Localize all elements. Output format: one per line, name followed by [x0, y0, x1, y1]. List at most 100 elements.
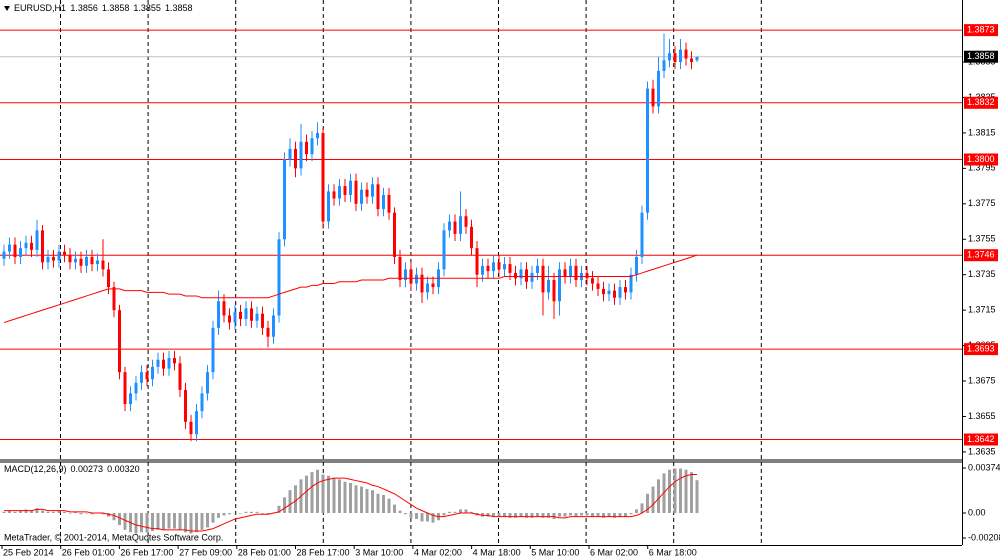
candle-body — [19, 248, 22, 257]
candle-body — [118, 310, 121, 373]
macd-bar — [68, 513, 72, 514]
candle-body — [310, 138, 314, 155]
level-label: 1.3832 — [967, 97, 995, 107]
macd-bar — [629, 513, 633, 515]
x-tick-label: 28 Feb 01:00 — [238, 547, 291, 557]
macd-bar — [310, 472, 314, 514]
candle-body — [481, 265, 484, 275]
candle-body — [492, 262, 495, 272]
candle-body — [420, 274, 424, 293]
y-tick-label: 0.00 — [968, 507, 986, 517]
macd-bar — [613, 513, 616, 518]
candle-body — [382, 194, 385, 210]
candle-body — [217, 301, 220, 328]
candle-body — [2, 251, 6, 259]
signal-value: 0.00320 — [107, 464, 140, 474]
macd-bar — [415, 513, 418, 520]
candle-body — [563, 269, 567, 277]
macd-bar — [228, 513, 231, 515]
macd-bar — [178, 513, 182, 530]
candle-body — [79, 258, 83, 266]
candle-body — [508, 264, 512, 273]
macd-bar — [151, 513, 154, 532]
macd-bar — [354, 485, 358, 514]
macd-bar — [360, 486, 363, 514]
macd-bar — [327, 475, 330, 514]
candle-body — [349, 180, 352, 195]
macd-bar — [426, 513, 429, 522]
macd-bar — [409, 513, 413, 518]
macd-bar — [673, 468, 677, 514]
candle-body — [453, 221, 457, 234]
candle-body — [371, 184, 374, 197]
candle-body — [591, 278, 594, 284]
x-tick-label: 26 Feb 01:00 — [62, 547, 115, 557]
candle-body — [365, 189, 369, 197]
x-tick-label: 4 Mar 02:00 — [414, 547, 462, 557]
macd-header: MACD(12,26,9) 0.00273 0.00320 — [4, 464, 140, 474]
y-tick-label: 1.3715 — [968, 305, 996, 315]
x-tick-label: 3 Mar 10:00 — [355, 547, 403, 557]
candle-body — [514, 272, 517, 279]
macd-bar — [90, 513, 94, 515]
candle-body — [536, 265, 539, 273]
macd-bar — [431, 513, 435, 523]
macd-bar — [497, 513, 501, 517]
candle-body — [250, 308, 253, 321]
macd-bar — [30, 510, 33, 514]
candle-body — [222, 301, 226, 316]
candle-body — [624, 287, 627, 293]
candle-body — [426, 283, 429, 293]
candle-body — [618, 287, 622, 298]
candle-body — [74, 258, 77, 263]
macd-bar — [365, 488, 369, 514]
macd-bar — [525, 513, 528, 518]
candle-body — [35, 230, 39, 250]
macd-bar — [453, 511, 457, 514]
candle-body — [640, 212, 644, 257]
menu-arrow[interactable] — [4, 6, 10, 11]
macd-bar — [19, 510, 22, 514]
macd-bar — [376, 493, 380, 514]
candle-body — [387, 194, 391, 213]
macd-bar — [2, 511, 6, 514]
candle-body — [541, 265, 545, 293]
candle-body — [299, 141, 303, 169]
candle-body — [52, 256, 55, 261]
candle-body — [602, 288, 605, 295]
level-tag — [964, 96, 998, 109]
chart-header: EURUSD,H1 1.3856 1.3858 1.3855 1.3858 — [14, 3, 192, 13]
macd-bar — [657, 479, 660, 514]
macd-bar — [52, 511, 55, 514]
candle-body — [431, 283, 435, 288]
candle-body — [690, 58, 693, 63]
x-tick-label: 6 Mar 18:00 — [649, 547, 697, 557]
candle-body — [24, 242, 28, 249]
level-label: 1.3746 — [967, 250, 995, 260]
candle-body — [107, 269, 110, 288]
y-tick-label: -0.00208 — [968, 532, 1000, 542]
candle-body — [277, 239, 281, 316]
candle-body — [123, 372, 127, 405]
candle-body — [448, 221, 451, 231]
level-tag — [964, 249, 998, 262]
macd-bar — [294, 485, 297, 514]
macd-bar — [217, 513, 220, 518]
candle-body — [189, 421, 193, 435]
macd-bar — [398, 510, 402, 514]
macd-bar — [244, 511, 248, 514]
candle-body — [206, 372, 209, 394]
macd-bar — [596, 513, 600, 517]
macd-bar — [404, 513, 407, 515]
candle-body — [338, 186, 341, 199]
candle-body — [156, 359, 160, 367]
candle-body — [90, 256, 94, 265]
macd-bar — [486, 513, 490, 517]
x-tick-label: 26 Feb 17:00 — [120, 547, 173, 557]
macd-bar — [624, 513, 627, 517]
low: 1.3855 — [133, 3, 161, 13]
macd-bar — [684, 469, 688, 514]
macd-bar — [41, 510, 44, 514]
macd-bar — [349, 482, 352, 514]
